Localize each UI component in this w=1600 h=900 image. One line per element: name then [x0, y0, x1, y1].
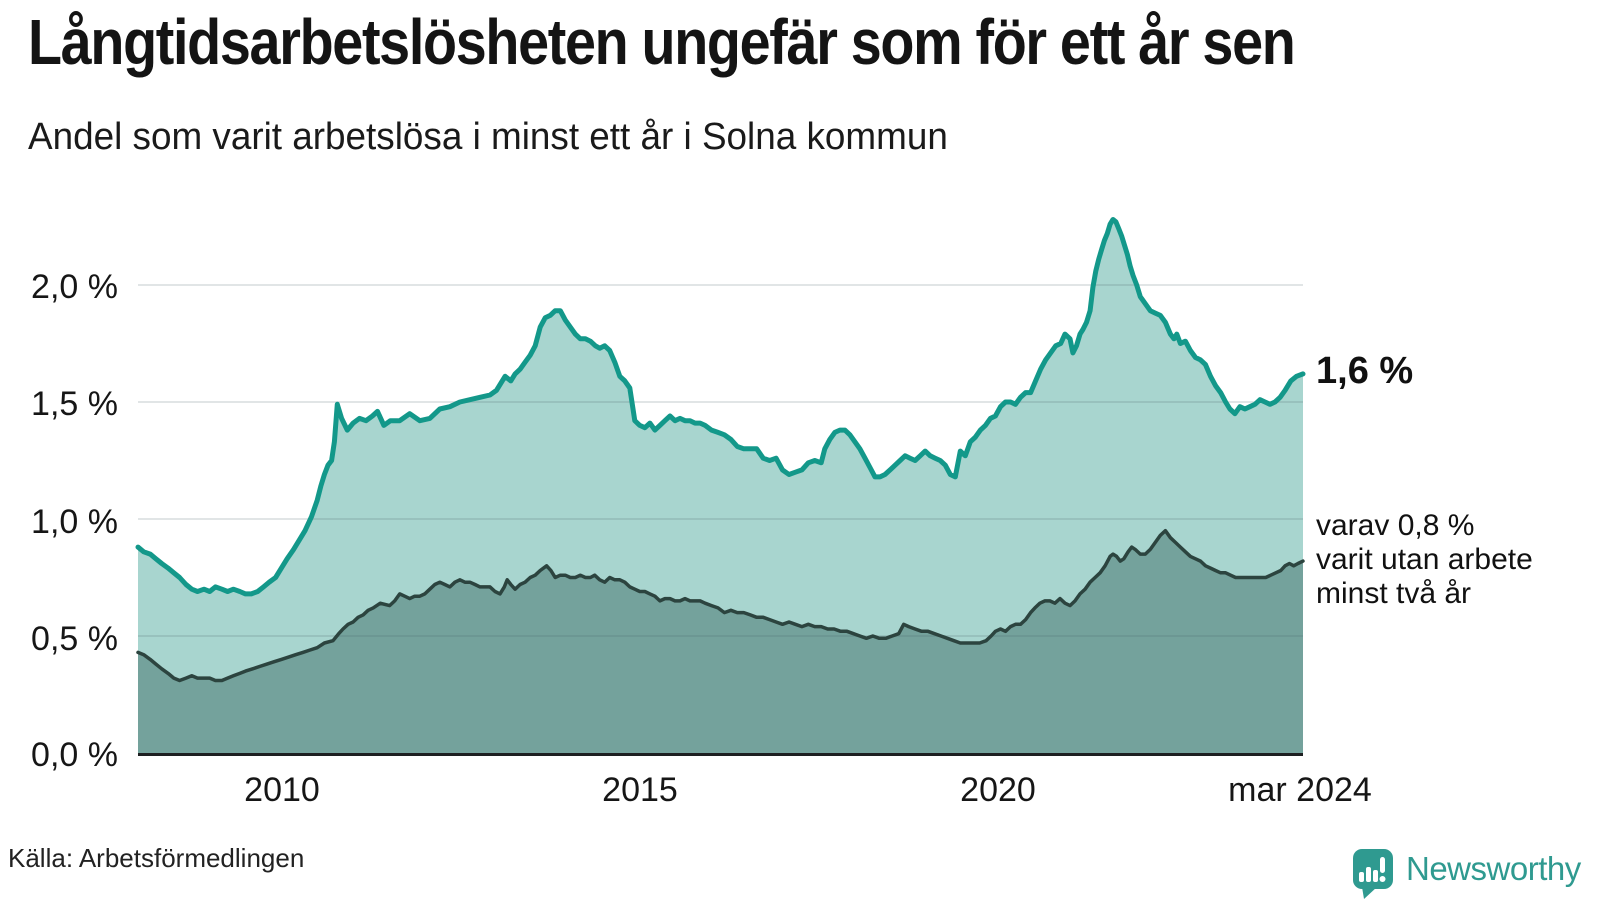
- x-axis-tick-label: 2010: [244, 771, 320, 809]
- y-axis-tick-label: 0,5 %: [31, 620, 118, 658]
- series-end-value-label: 1,6 %: [1316, 350, 1414, 392]
- chart-subtitle: Andel som varit arbetslösa i minst ett å…: [28, 116, 948, 158]
- source-attribution: Källa: Arbetsförmedlingen: [8, 843, 305, 873]
- x-axis-tick-label: 2020: [960, 771, 1036, 809]
- newsworthy-bubble-chart-icon: [1353, 849, 1393, 899]
- series1-line: [135, 217, 1306, 597]
- y-axis-tick-label: 2,0 %: [31, 268, 118, 306]
- newsworthy-logo: Newsworthy: [1352, 848, 1581, 900]
- page-title: Långtidsarbetslösheten ungefär som för e…: [28, 6, 1296, 78]
- series2-area-fill: [138, 530, 1303, 753]
- newsworthy-logo-text: Newsworthy: [1406, 850, 1581, 887]
- y-axis-tick-label: 0,0 %: [31, 736, 118, 774]
- y-axis-tick-label: 1,0 %: [31, 503, 118, 541]
- y-axis-tick-label: 1,5 %: [31, 385, 118, 423]
- x-axis-tick-label: mar 2024: [1228, 771, 1372, 809]
- series2-line: [136, 528, 1305, 683]
- secondary-series-annotation: varav 0,8 % varit utan arbete minst två …: [1316, 509, 1533, 610]
- x-axis-tick-label: 2015: [602, 771, 678, 809]
